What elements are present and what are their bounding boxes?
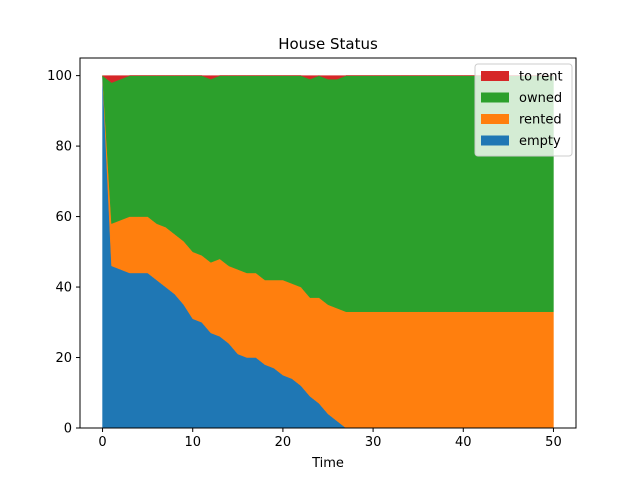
x-axis-ticks: 0 10 20 30 40 50 <box>98 428 562 450</box>
chart-title: House Status <box>278 35 378 53</box>
legend: to rent owned rented empty <box>474 63 573 157</box>
y-tick-label: 40 <box>55 281 72 296</box>
legend-swatch-rented <box>481 114 509 124</box>
legend-label-owned: owned <box>519 91 562 106</box>
area-to-rent <box>101 75 554 83</box>
y-axis-ticks: 0 20 40 60 80 100 <box>47 69 80 437</box>
legend-box <box>474 63 573 157</box>
x-tick-label: 0 <box>98 435 106 450</box>
plot-frame <box>79 57 577 429</box>
legend-label-empty: empty <box>519 134 561 149</box>
legend-swatch-owned <box>481 92 509 103</box>
area-layers <box>101 75 554 429</box>
legend-swatch-to-rent <box>481 71 509 81</box>
x-axis-label: Time <box>311 456 344 471</box>
legend-label-rented: rented <box>519 113 562 128</box>
x-tick-label: 40 <box>455 435 472 450</box>
legend-swatch-empty <box>481 135 509 146</box>
y-tick-label: 60 <box>55 210 72 225</box>
x-tick-label: 50 <box>545 435 562 450</box>
legend-label-to-rent: to rent <box>519 70 563 85</box>
y-tick-label: 80 <box>55 140 72 155</box>
y-tick-label: 20 <box>55 351 72 366</box>
x-tick-label: 20 <box>275 435 292 450</box>
y-tick-label: 100 <box>47 69 72 84</box>
x-tick-label: 30 <box>365 435 382 450</box>
y-tick-label: 0 <box>64 422 72 437</box>
x-tick-label: 10 <box>184 435 201 450</box>
